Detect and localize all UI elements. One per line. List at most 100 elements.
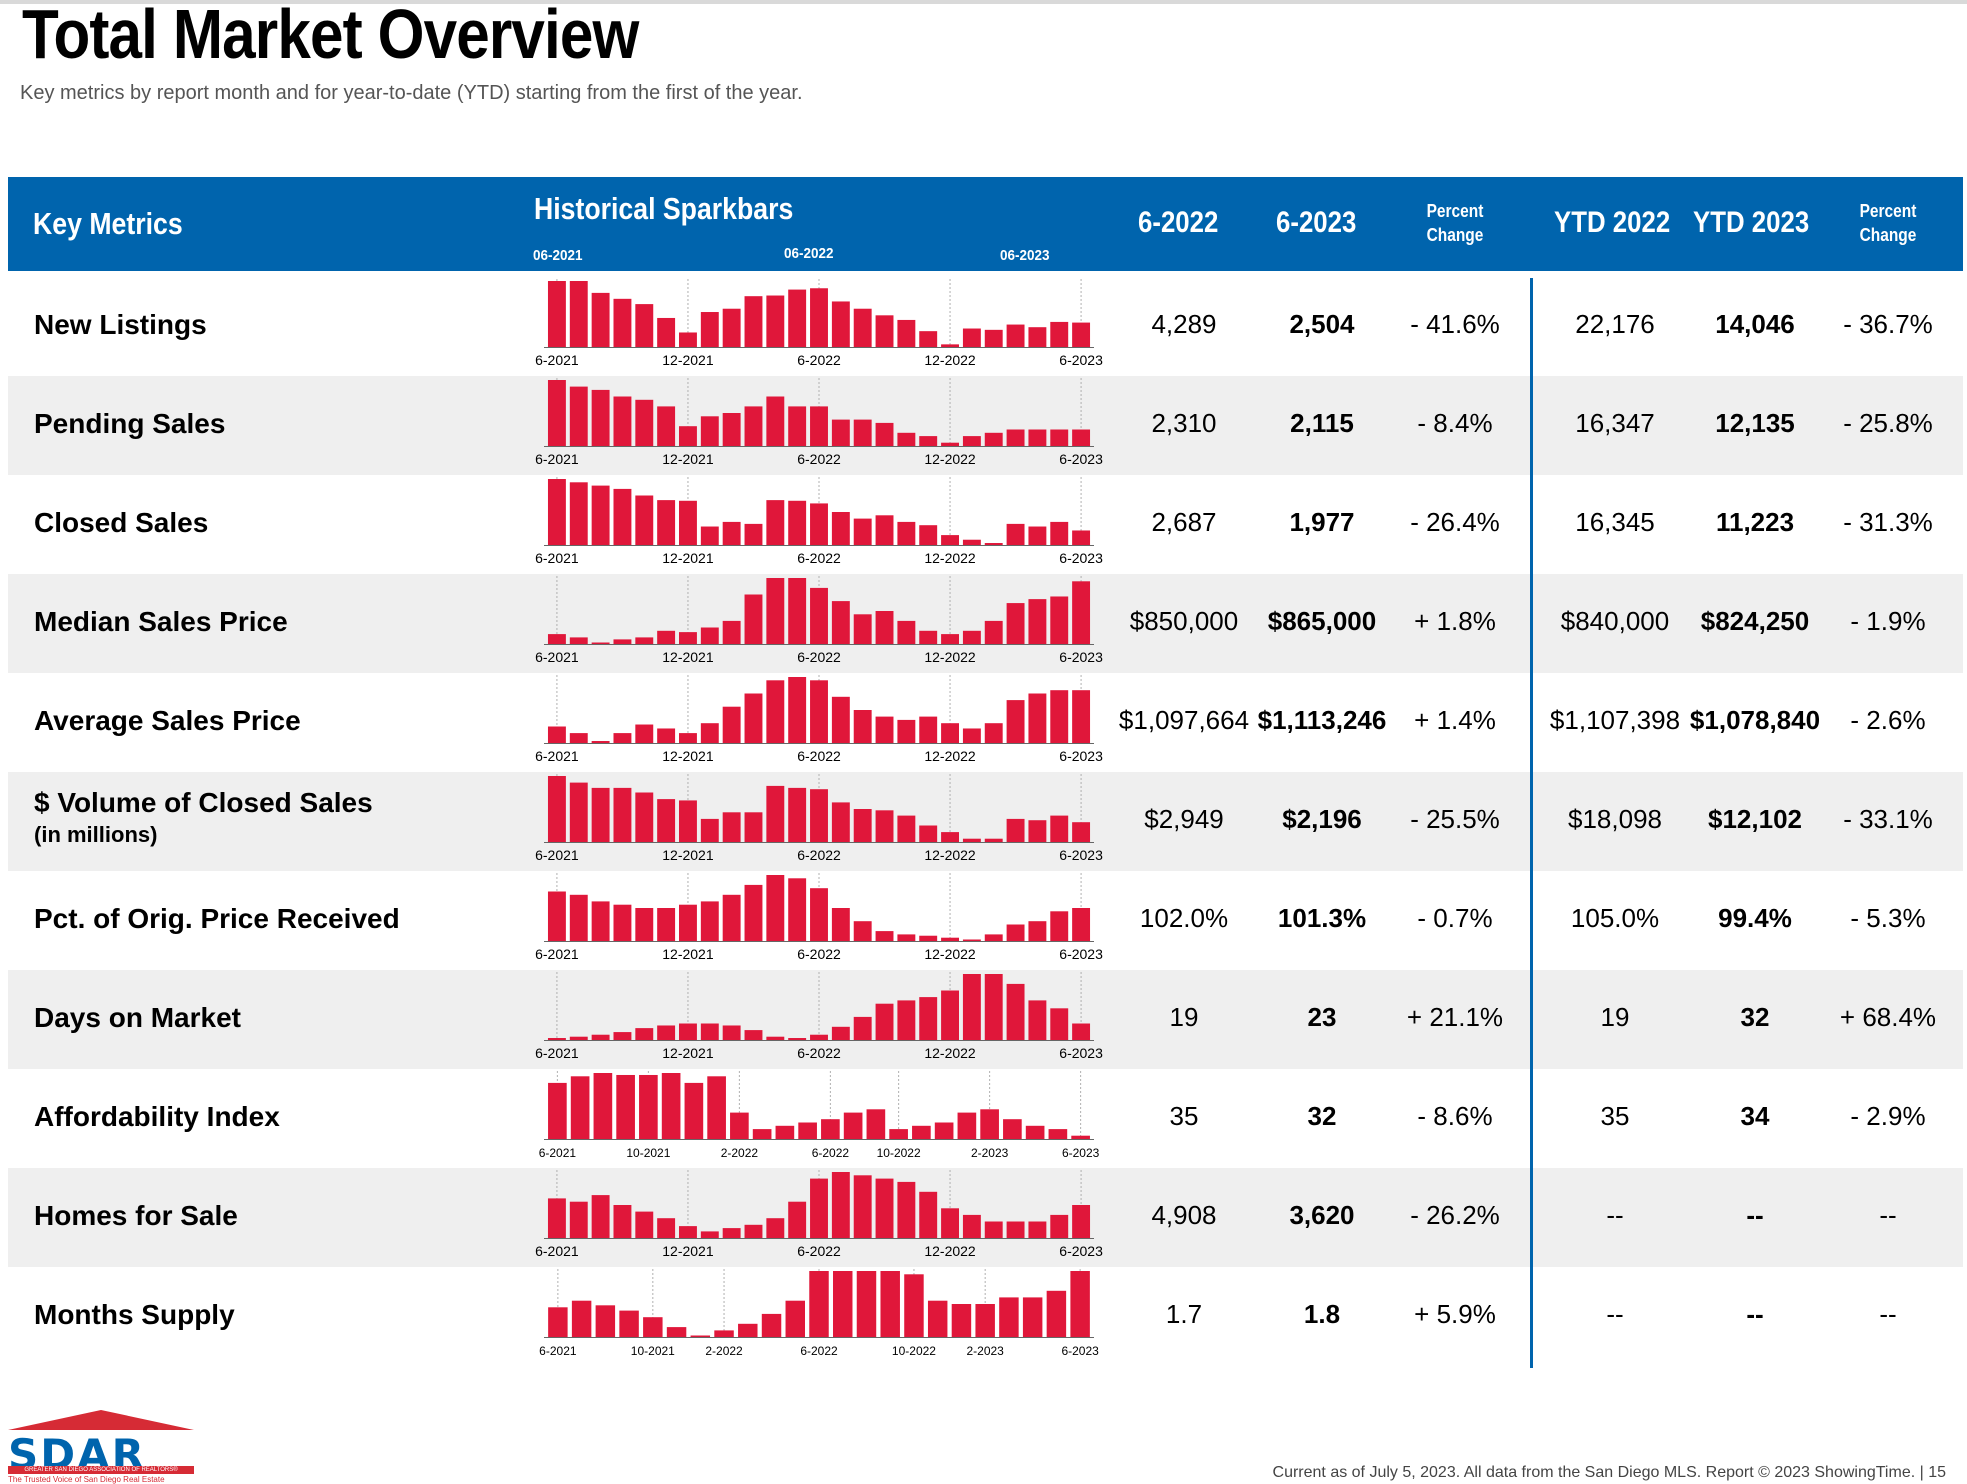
- metric-label: Days on Market: [34, 1002, 241, 1033]
- spark-bar: [547, 634, 566, 644]
- spark-tick-label: 6-2022: [797, 847, 841, 863]
- spark-tick-label: 6-2021: [535, 847, 579, 863]
- spark-bar: [766, 680, 785, 743]
- spark-tick-label: 6-2023: [1059, 1243, 1103, 1259]
- spark-bar: [1028, 820, 1047, 842]
- spark-bar: [934, 1122, 954, 1139]
- spark-tick-label: 6-2022: [797, 946, 841, 962]
- percent-change: - 8.4%: [1417, 408, 1493, 438]
- spark-bar: [1050, 911, 1069, 941]
- spark-bar: [941, 634, 959, 644]
- spark-bar: [700, 526, 719, 545]
- spark-bar: [657, 728, 676, 743]
- spark-bar: [679, 800, 697, 842]
- spark-bar: [1006, 700, 1025, 743]
- spark-bar: [788, 500, 807, 545]
- spark-bar: [569, 782, 588, 842]
- spark-bar: [1028, 327, 1047, 347]
- spark-bar: [788, 289, 807, 347]
- spark-bar: [722, 413, 741, 446]
- spark-bar: [666, 1327, 687, 1337]
- spark-tick-label: 6-2021: [535, 1045, 579, 1061]
- spark-bar: [831, 1026, 850, 1040]
- table-header: Key Metrics Historical Sparkbars 06-2021…: [8, 177, 1963, 271]
- spark-bar: [831, 696, 850, 743]
- spark-bar: [962, 539, 981, 545]
- spark-bar: [984, 432, 1003, 446]
- spark-bar: [897, 934, 916, 941]
- spark-bar: [569, 1201, 588, 1238]
- spark-bar: [722, 1025, 741, 1040]
- spark-bar: [657, 799, 676, 842]
- spark-bar: [831, 301, 850, 347]
- spark-bar: [810, 587, 828, 644]
- spark-bar: [635, 1028, 654, 1040]
- spark-bar: [1003, 1119, 1022, 1139]
- spark-bar: [1072, 581, 1091, 644]
- spark-bar: [831, 419, 850, 446]
- spark-bar: [927, 1300, 948, 1337]
- value-ytd-2022: 105.0%: [1570, 903, 1660, 933]
- value-6-2023: 1.8: [1303, 1299, 1341, 1329]
- spark-bar: [730, 1112, 749, 1139]
- spark-bar: [766, 875, 785, 941]
- spark-bar: [635, 908, 654, 941]
- sdar-logo: SDAR GREATER SAN DIEGO ASSOCIATION OF RE…: [6, 1408, 196, 1484]
- spark-bar: [613, 787, 632, 842]
- spark-bar: [962, 838, 981, 842]
- spark-tick-label: 6-2022: [797, 451, 841, 467]
- value-6-2023: 32: [1307, 1101, 1337, 1131]
- spark-bar: [591, 741, 610, 743]
- value-ytd-2023: 32: [1740, 1002, 1770, 1032]
- spark-bar: [875, 315, 894, 347]
- sparkbar-chart: 6-2021 12-2021 6-2022 12-2022 6-2023: [535, 972, 1103, 1061]
- ytd-divider: [1530, 278, 1533, 1368]
- spark-bar: [889, 1129, 908, 1139]
- spark-tick-label: 6-2021: [535, 1243, 579, 1259]
- percent-change: + 1.8%: [1414, 606, 1496, 636]
- sparkbar-chart: 6-2021 12-2021 6-2022 12-2022 6-2023: [535, 675, 1103, 764]
- spark-bar: [853, 308, 872, 347]
- page-title: Total Market Overview: [22, 0, 639, 73]
- spark-bar: [941, 535, 959, 545]
- spark-bar: [984, 1221, 1003, 1238]
- spark-tick-label: 12-2022: [924, 1045, 976, 1061]
- spark-bar: [569, 733, 588, 743]
- spark-bar: [912, 1125, 931, 1139]
- spark-bar: [714, 1330, 734, 1337]
- spark-bar: [831, 908, 850, 941]
- spark-bar: [547, 726, 566, 743]
- table-row: Homes for Sale 6-2021 12-2021 6-2022 12-2022…: [8, 1168, 1963, 1267]
- sparkbar-chart: 6-2021 12-2021 6-2022 12-2022 6-2023: [535, 1170, 1103, 1259]
- spark-tick-label: 12-2021: [662, 1243, 714, 1259]
- spark-bar: [744, 812, 763, 842]
- spark-bar: [980, 1109, 999, 1139]
- value-6-2023: 1,977: [1289, 507, 1355, 537]
- spark-bar: [643, 1317, 663, 1337]
- metric-label: Median Sales Price: [34, 606, 288, 637]
- spark-tick-label: 12-2021: [662, 649, 714, 665]
- spark-bar: [897, 1000, 916, 1040]
- spark-bar: [1025, 1125, 1045, 1139]
- percent-change: + 21.1%: [1406, 1002, 1504, 1032]
- spark-bar: [775, 1125, 795, 1139]
- spark-tick-label: 12-2022: [924, 649, 976, 665]
- spark-bar: [744, 693, 763, 743]
- ytd-percent-change: - 1.9%: [1850, 606, 1926, 636]
- spark-bar: [571, 1300, 592, 1337]
- value-6-2022: 102.0%: [1139, 903, 1229, 933]
- spark-tick-label: 6-2023: [1059, 748, 1103, 764]
- spark-tick-label: 6-2023: [1059, 352, 1103, 368]
- spark-bar: [591, 1195, 610, 1238]
- spark-bar: [1071, 1135, 1090, 1139]
- spark-bar: [722, 308, 741, 347]
- spark-tick-label: 2-2023: [971, 1146, 1009, 1160]
- spark-tick-label: 12-2022: [924, 748, 976, 764]
- spark-bar: [951, 1304, 972, 1337]
- spark-bar: [700, 1231, 719, 1238]
- table-row: Closed Sales 6-2021 12-2021 6-2022 12-2022 6-…: [8, 475, 1963, 574]
- spark-bar: [570, 1076, 590, 1139]
- spark-bar: [635, 304, 654, 347]
- spark-bar: [700, 1023, 719, 1040]
- header-6-2022: 6-2022: [1138, 206, 1219, 239]
